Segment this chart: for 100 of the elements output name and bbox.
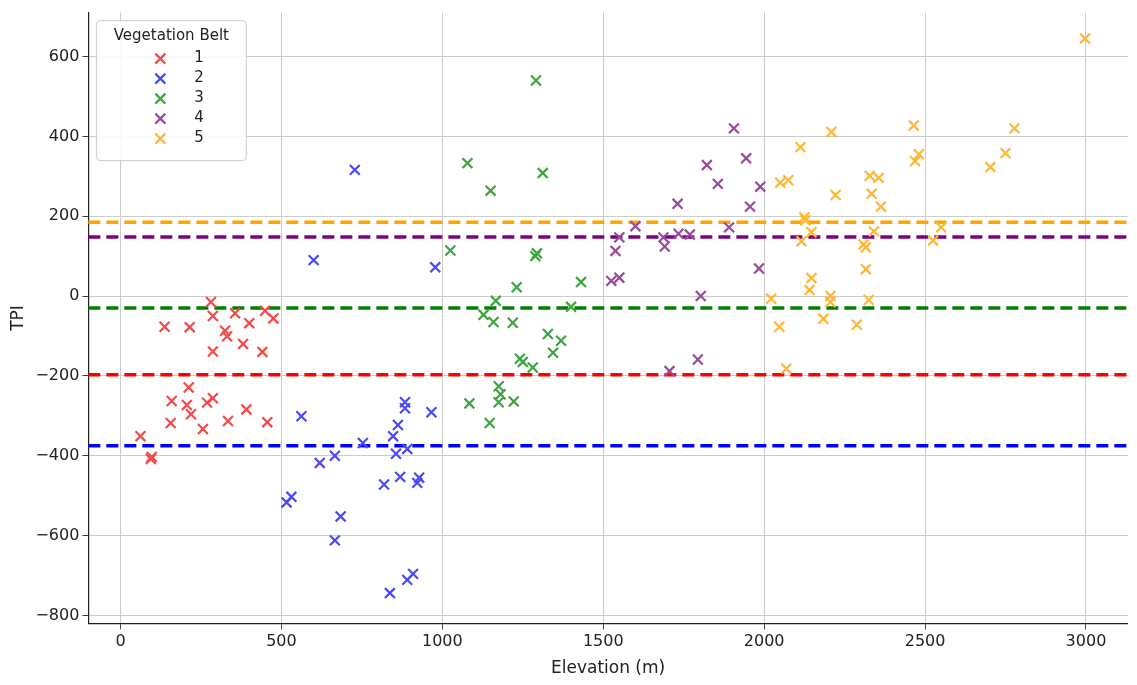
point	[383, 587, 396, 600]
y-tick-label: −600	[35, 524, 80, 544]
point	[425, 406, 438, 419]
point	[752, 262, 766, 275]
point	[387, 430, 400, 443]
y-tick-label: 200	[48, 205, 80, 225]
point	[541, 327, 554, 341]
point	[865, 187, 878, 200]
point	[691, 353, 704, 366]
point	[201, 396, 214, 409]
point	[663, 365, 676, 378]
x-tick-label: 0	[115, 631, 126, 651]
point	[754, 180, 767, 193]
point	[863, 169, 876, 182]
point	[795, 235, 808, 248]
point	[280, 496, 293, 509]
point	[182, 381, 195, 394]
point	[184, 408, 198, 421]
point	[629, 220, 642, 233]
y-tick-label: 600	[48, 45, 80, 65]
point	[229, 307, 242, 320]
point	[506, 316, 519, 329]
point	[773, 320, 786, 333]
x-tick-label: 3000	[1065, 631, 1107, 651]
point	[609, 244, 622, 257]
y-tick-label: 400	[48, 125, 80, 145]
point	[484, 184, 497, 197]
point	[221, 330, 234, 343]
point	[165, 394, 178, 408]
point	[477, 308, 490, 321]
point	[711, 177, 724, 190]
point	[391, 418, 404, 432]
point	[935, 221, 948, 234]
point	[723, 221, 736, 234]
point	[407, 567, 420, 580]
point	[196, 422, 209, 436]
point	[565, 300, 578, 313]
y-tick-label: −400	[35, 444, 80, 464]
point	[794, 141, 807, 154]
point	[874, 200, 888, 213]
point	[872, 171, 885, 184]
point	[429, 261, 442, 274]
point	[348, 163, 361, 176]
point	[507, 395, 520, 408]
point	[401, 573, 414, 586]
y-tick-label: −800	[35, 604, 80, 624]
point	[1078, 32, 1092, 45]
point	[411, 476, 424, 489]
point	[240, 403, 253, 416]
point	[867, 225, 880, 238]
y-axis-title: TPI	[6, 305, 27, 332]
point	[694, 289, 707, 303]
point	[613, 231, 626, 244]
point	[907, 119, 920, 132]
point	[555, 334, 568, 347]
point	[356, 436, 369, 449]
point	[204, 295, 218, 309]
point	[825, 125, 838, 139]
point	[683, 228, 696, 241]
point	[850, 318, 863, 331]
point	[164, 416, 177, 430]
point	[221, 414, 235, 428]
point	[574, 276, 588, 289]
point	[389, 447, 403, 460]
point	[765, 292, 778, 305]
point	[206, 345, 219, 358]
point	[613, 271, 626, 284]
point	[999, 147, 1012, 160]
point	[862, 293, 875, 307]
point	[859, 263, 872, 276]
point	[334, 510, 347, 523]
point	[206, 309, 219, 323]
x-tick-label: 500	[266, 631, 297, 651]
point	[817, 312, 830, 325]
x-axis-title: Elevation (m)	[550, 657, 666, 678]
point	[219, 324, 232, 337]
point	[267, 312, 280, 325]
point	[295, 410, 308, 423]
point	[740, 152, 753, 165]
legend-label: 4	[194, 108, 204, 127]
x-tick-label: 1000	[421, 631, 463, 651]
point	[180, 398, 193, 412]
point	[307, 254, 320, 267]
legend-title: Vegetation Belt	[113, 26, 230, 45]
point	[285, 490, 298, 503]
legend-label: 1	[194, 48, 204, 67]
point	[444, 244, 457, 257]
point	[206, 392, 219, 405]
point	[394, 470, 407, 483]
legend-label: 2	[194, 68, 204, 87]
point	[829, 188, 842, 202]
point	[780, 362, 793, 375]
point	[700, 159, 713, 172]
point	[463, 397, 476, 410]
point	[909, 155, 922, 168]
point	[401, 442, 414, 455]
point	[134, 430, 147, 443]
point	[489, 294, 502, 307]
y-tick-label: 0	[69, 285, 80, 305]
point	[413, 471, 426, 484]
